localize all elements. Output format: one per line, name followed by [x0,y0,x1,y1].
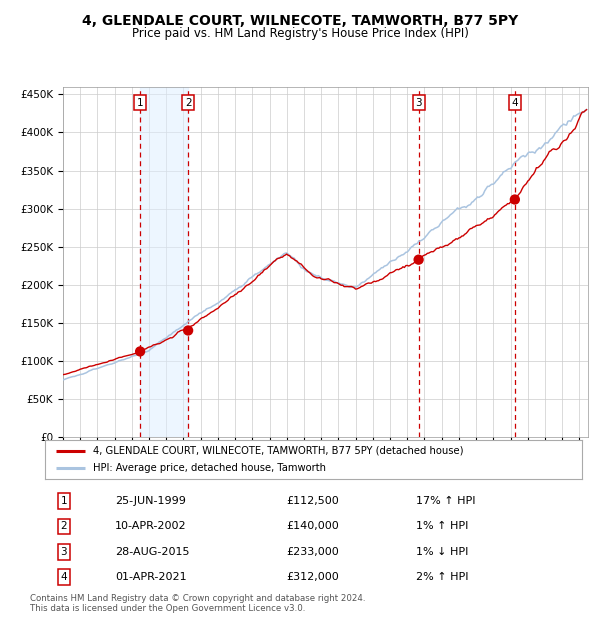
Text: 2: 2 [61,521,67,531]
Text: £112,500: £112,500 [287,496,340,506]
Text: 2: 2 [185,97,191,107]
Text: 4, GLENDALE COURT, WILNECOTE, TAMWORTH, B77 5PY (detached house): 4, GLENDALE COURT, WILNECOTE, TAMWORTH, … [94,446,464,456]
Point [510,195,520,205]
Text: HPI: Average price, detached house, Tamworth: HPI: Average price, detached house, Tamw… [94,463,326,473]
Text: £312,000: £312,000 [287,572,340,582]
Text: 01-APR-2021: 01-APR-2021 [115,572,187,582]
Text: 10-APR-2002: 10-APR-2002 [115,521,187,531]
Point [414,255,424,265]
Point [184,326,193,335]
Text: 25-JUN-1999: 25-JUN-1999 [115,496,185,506]
Text: £233,000: £233,000 [287,547,340,557]
Text: 4, GLENDALE COURT, WILNECOTE, TAMWORTH, B77 5PY: 4, GLENDALE COURT, WILNECOTE, TAMWORTH, … [82,14,518,28]
Text: 1% ↓ HPI: 1% ↓ HPI [416,547,468,557]
Text: 1% ↑ HPI: 1% ↑ HPI [416,521,468,531]
Text: 3: 3 [415,97,422,107]
Bar [140,87,188,437]
Text: 3: 3 [61,547,67,557]
Text: 17% ↑ HPI: 17% ↑ HPI [416,496,475,506]
Text: £140,000: £140,000 [287,521,340,531]
Text: 1: 1 [137,97,143,107]
Text: 28-AUG-2015: 28-AUG-2015 [115,547,190,557]
Text: 2% ↑ HPI: 2% ↑ HPI [416,572,468,582]
Text: Price paid vs. HM Land Registry's House Price Index (HPI): Price paid vs. HM Land Registry's House … [131,27,469,40]
Text: 4: 4 [512,97,518,107]
Text: Contains HM Land Registry data © Crown copyright and database right 2024.
This d: Contains HM Land Registry data © Crown c… [30,594,365,613]
Text: 4: 4 [61,572,67,582]
Point [136,347,145,356]
Text: 1: 1 [61,496,67,506]
